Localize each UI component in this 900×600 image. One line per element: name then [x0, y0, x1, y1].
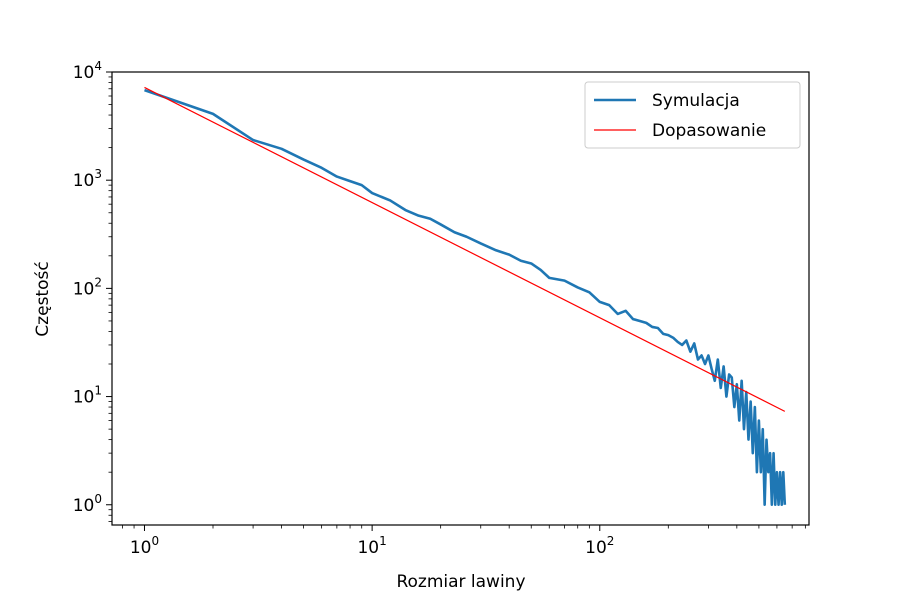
legend-label-symulacja: Symulacja	[652, 91, 740, 111]
y-tick-label: 104	[73, 59, 102, 83]
y-tick-label: 101	[73, 384, 102, 408]
legend: Symulacja Dopasowanie	[584, 81, 801, 149]
x-tick-label: 102	[585, 534, 614, 558]
y-tick-label: 100	[73, 492, 102, 516]
y-axis-label: Częstość	[33, 261, 53, 336]
x-axis-label: Rozmiar lawiny	[396, 572, 525, 592]
series-line-symulacja	[144, 88, 787, 507]
legend-box	[584, 81, 801, 149]
x-tick-label: 100	[130, 534, 159, 558]
x-tick-label: 101	[357, 534, 386, 558]
series-layer	[144, 86, 787, 507]
series-line-dopasowanie	[144, 86, 786, 412]
legend-label-dopasowanie: Dopasowanie	[652, 121, 766, 141]
y-tick-label: 102	[73, 275, 102, 299]
x-axis: 100 101 102	[122, 525, 806, 558]
y-axis: 100 101 102 103 104	[73, 59, 112, 522]
plot-area	[144, 86, 787, 507]
y-tick-label: 103	[73, 167, 102, 191]
